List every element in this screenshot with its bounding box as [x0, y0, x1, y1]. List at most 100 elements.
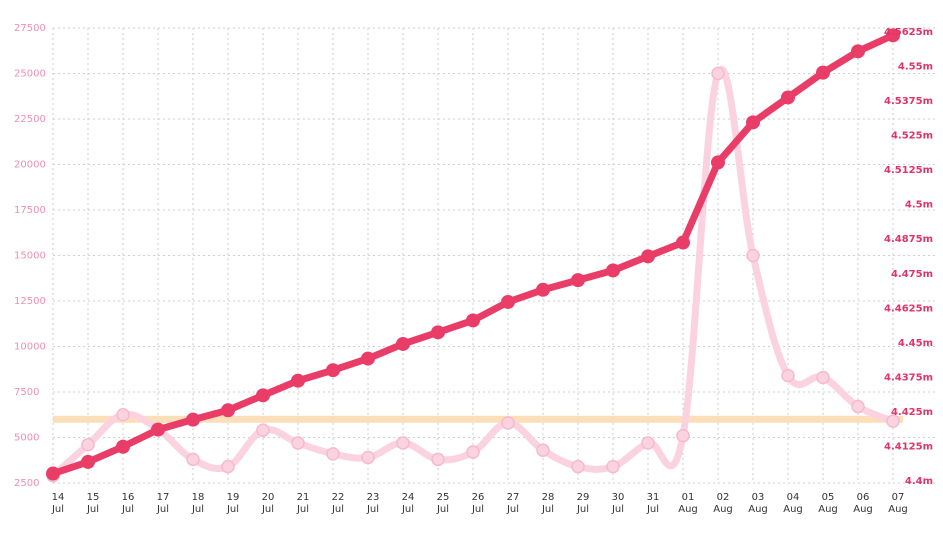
data-point[interactable]: [116, 408, 130, 422]
left-tick-label: 17500: [14, 205, 46, 216]
x-axis: 14Jul15Jul16Jul17Jul18Jul19Jul20Jul21Jul…: [51, 492, 908, 515]
x-tick-day: 03: [752, 492, 765, 503]
data-point[interactable]: [466, 313, 480, 328]
data-point[interactable]: [536, 282, 550, 297]
data-point[interactable]: [641, 436, 655, 450]
data-point[interactable]: [186, 412, 200, 427]
x-tick-month: Jul: [436, 504, 449, 515]
x-tick-month: Aug: [748, 504, 768, 515]
right-tick-label: 4.55m: [898, 62, 933, 73]
x-tick-month: Aug: [713, 504, 733, 515]
data-point[interactable]: [431, 452, 445, 467]
right-tick-label: 4.4875m: [884, 234, 933, 245]
data-point[interactable]: [291, 373, 305, 388]
data-point[interactable]: [676, 235, 690, 250]
x-tick-month: Jul: [331, 504, 344, 515]
x-tick-day: 04: [787, 492, 800, 503]
left-tick-label: 22500: [14, 114, 46, 125]
right-tick-label: 4.4m: [905, 476, 933, 487]
data-point[interactable]: [81, 454, 95, 469]
data-point[interactable]: [326, 363, 340, 378]
x-tick-month: Jul: [121, 504, 134, 515]
data-point[interactable]: [431, 325, 445, 340]
x-tick-day: 29: [577, 492, 590, 503]
x-tick-day: 25: [437, 492, 450, 503]
data-point[interactable]: [256, 388, 270, 403]
x-tick-month: Jul: [226, 504, 239, 515]
data-point[interactable]: [676, 428, 690, 443]
right-tick-label: 4.425m: [891, 407, 933, 418]
right-tick-label: 4.5125m: [884, 165, 933, 176]
data-point[interactable]: [221, 459, 235, 474]
data-point[interactable]: [781, 90, 795, 105]
data-point[interactable]: [396, 336, 410, 351]
data-point[interactable]: [326, 447, 340, 461]
data-point[interactable]: [151, 422, 165, 437]
x-tick-day: 07: [892, 492, 905, 503]
data-point[interactable]: [291, 436, 305, 450]
x-tick-month: Jul: [646, 504, 659, 515]
data-point[interactable]: [116, 439, 130, 454]
data-point[interactable]: [536, 443, 550, 457]
x-tick-day: 15: [87, 492, 100, 503]
data-point[interactable]: [711, 66, 725, 81]
data-point[interactable]: [886, 28, 900, 43]
data-point[interactable]: [256, 423, 270, 437]
x-tick-day: 18: [192, 492, 205, 503]
x-tick-month: Jul: [366, 504, 379, 515]
left-axis: 27500 25000 22500 20000 17500 15000 12500 10000…: [14, 23, 46, 489]
data-point[interactable]: [466, 445, 480, 459]
right-axis: 4.5625m 4.55m 4.5375m 4.525m 4.5125m 4.5m 4.48…: [884, 27, 933, 487]
left-tick-label: 15000: [14, 251, 46, 262]
x-tick-day: 16: [122, 492, 135, 503]
data-point[interactable]: [886, 414, 900, 428]
x-tick-day: 06: [857, 492, 870, 503]
x-tick-day: 31: [647, 492, 660, 503]
x-tick-day: 30: [612, 492, 625, 503]
x-tick-day: 17: [157, 492, 170, 503]
x-tick-day: 02: [717, 492, 730, 503]
x-tick-month: Jul: [296, 504, 309, 515]
data-point[interactable]: [606, 459, 620, 474]
data-point[interactable]: [571, 459, 585, 474]
threshold-band-layer: [53, 415, 903, 423]
data-point[interactable]: [501, 294, 515, 309]
data-point[interactable]: [746, 115, 760, 130]
data-point[interactable]: [361, 351, 375, 366]
data-point[interactable]: [816, 370, 830, 385]
data-point[interactable]: [641, 249, 655, 264]
x-tick-month: Jul: [401, 504, 414, 515]
data-point[interactable]: [606, 263, 620, 278]
data-point[interactable]: [781, 368, 795, 383]
data-point[interactable]: [396, 436, 410, 450]
x-tick-month: Jul: [156, 504, 169, 515]
data-point[interactable]: [81, 438, 95, 452]
x-tick-day: 22: [332, 492, 345, 503]
data-point[interactable]: [851, 399, 865, 414]
x-tick-day: 28: [542, 492, 555, 503]
data-point[interactable]: [851, 44, 865, 59]
x-tick-day: 27: [507, 492, 520, 503]
left-tick-label: 7500: [14, 387, 39, 398]
x-tick-month: Jul: [51, 504, 64, 515]
data-point[interactable]: [186, 452, 200, 467]
data-point[interactable]: [746, 248, 760, 263]
data-point[interactable]: [571, 273, 585, 288]
grid: [52, 27, 938, 484]
x-tick-month: Aug: [678, 504, 698, 515]
left-tick-label: 12500: [14, 296, 46, 307]
data-point[interactable]: [221, 403, 235, 418]
data-point[interactable]: [816, 65, 830, 80]
x-tick-month: Aug: [818, 504, 838, 515]
data-point[interactable]: [46, 466, 60, 481]
data-point[interactable]: [711, 155, 725, 170]
data-point[interactable]: [501, 416, 515, 430]
left-tick-label: 27500: [14, 23, 46, 34]
x-tick-month: Jul: [506, 504, 519, 515]
x-tick-day: 23: [367, 492, 380, 503]
right-tick-label: 4.5m: [905, 200, 933, 211]
data-point[interactable]: [361, 450, 375, 465]
right-tick-label: 4.475m: [891, 269, 933, 280]
